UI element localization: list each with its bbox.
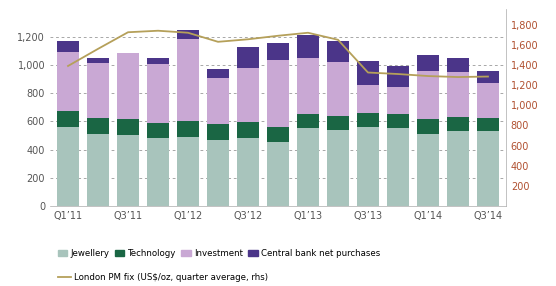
Bar [267,43,289,60]
Bar [57,111,80,127]
Bar [357,127,379,206]
Bar [177,39,199,121]
Bar [207,69,229,78]
Bar [387,87,409,114]
Bar [327,116,349,130]
Bar [57,41,80,52]
Bar [237,47,259,68]
Bar [147,123,169,138]
Bar [87,118,110,134]
Bar [147,58,169,63]
Bar [297,58,319,114]
Bar [267,142,289,206]
Bar [476,71,499,83]
Bar [87,63,110,118]
Bar [417,55,439,71]
Bar [446,72,469,117]
Bar [297,114,319,128]
Bar [117,119,139,136]
Bar [446,131,469,206]
Bar [327,41,349,62]
Bar [476,118,499,130]
Bar [387,66,409,87]
Bar [387,114,409,128]
Bar [267,127,289,142]
Bar [327,130,349,206]
Bar [177,121,199,137]
Bar [207,78,229,124]
Bar [357,86,379,113]
Bar [417,118,439,134]
Bar [297,128,319,206]
Bar [327,62,349,116]
Bar [446,58,469,72]
Bar [177,30,199,39]
Bar [387,128,409,206]
Legend: London PM fix (US\$/oz, quarter average, rhs): London PM fix (US\$/oz, quarter average,… [54,269,271,285]
Bar [417,71,439,118]
Bar [147,63,169,123]
Bar [57,127,80,206]
Bar [237,122,259,138]
Bar [207,124,229,140]
Bar [117,136,139,206]
Bar [237,138,259,206]
Bar [476,130,499,206]
Bar [357,61,379,86]
Bar [417,134,439,206]
Bar [357,113,379,127]
Bar [267,60,289,127]
Bar [117,53,139,119]
Bar [147,138,169,206]
Bar [476,83,499,118]
Bar [87,58,110,63]
Bar [297,35,319,58]
Bar [237,68,259,122]
Bar [177,137,199,206]
Bar [57,52,80,111]
Bar [87,134,110,206]
Bar [446,117,469,131]
Bar [207,140,229,206]
